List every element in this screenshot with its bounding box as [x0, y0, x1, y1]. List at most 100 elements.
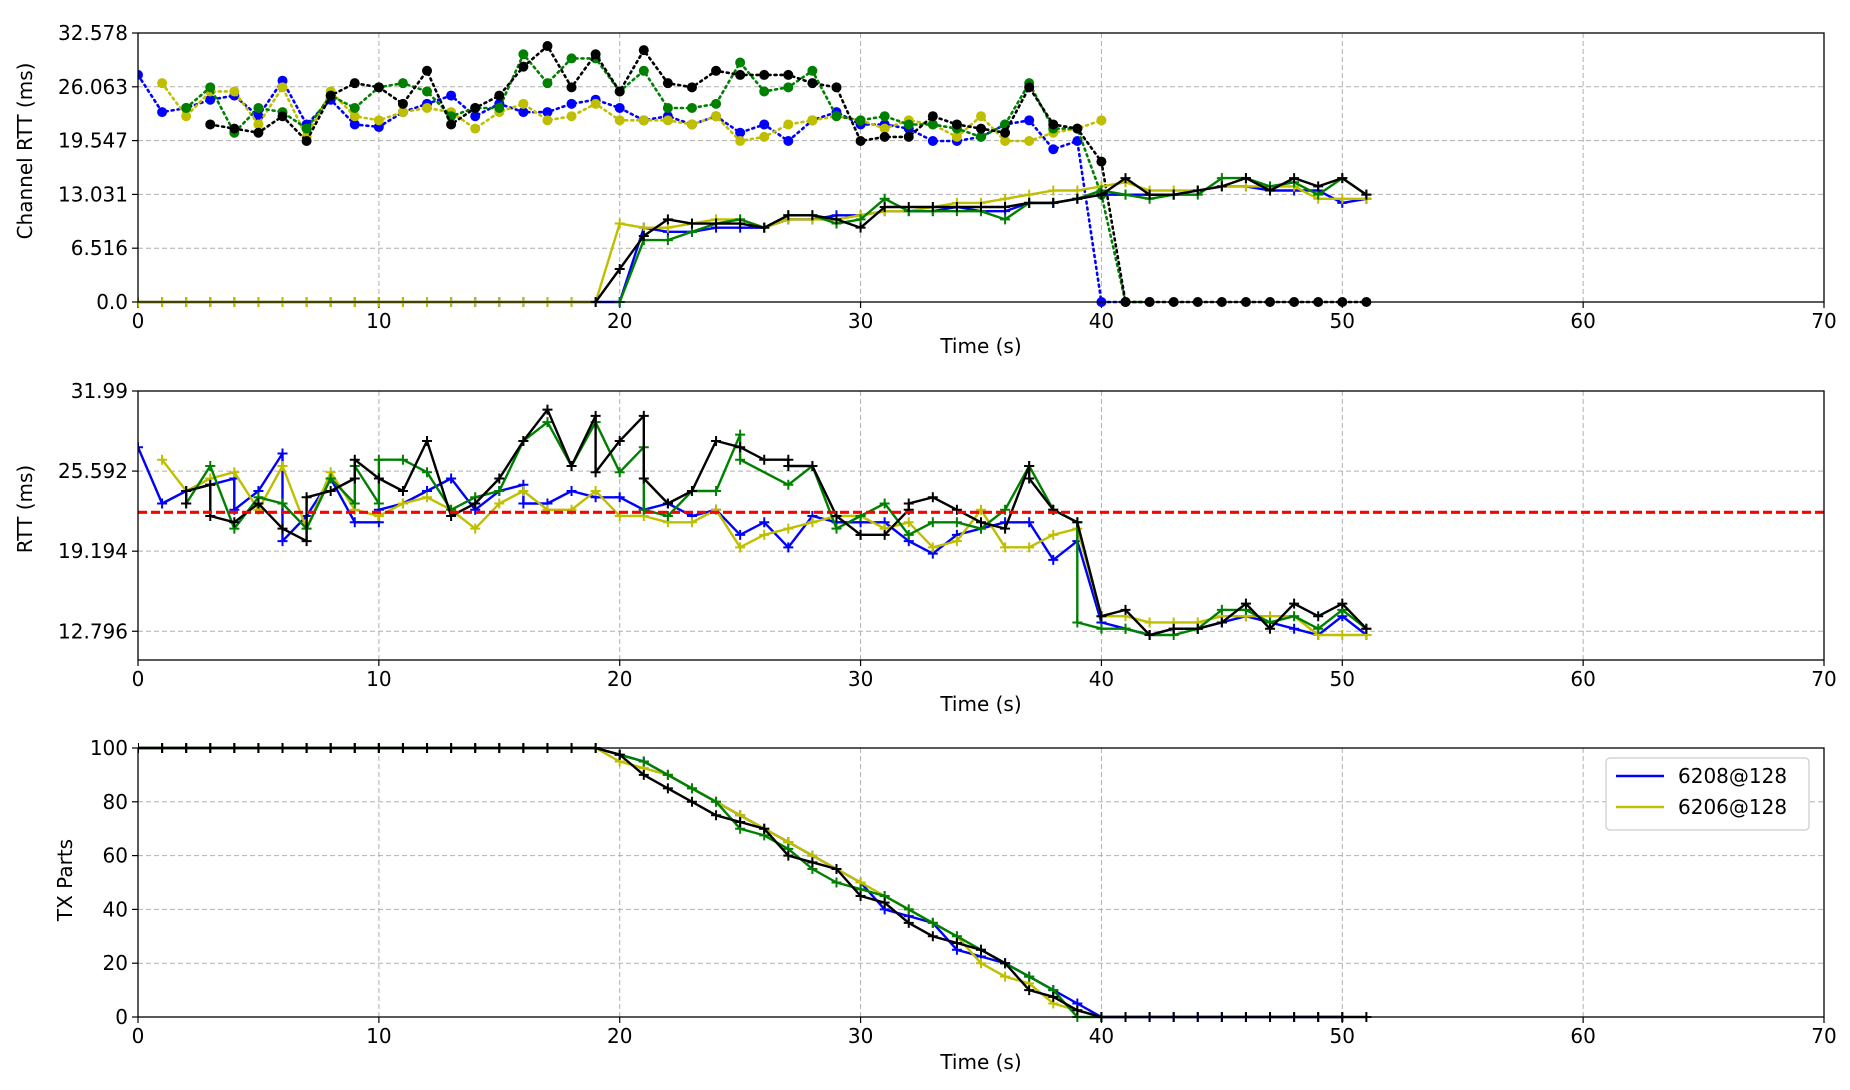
tx-parts-panel: TX Parts Time (s) 0 10 20 30 40 50 60 70 0 20 40 60…	[53, 736, 1837, 1074]
tx-parts-series-black-solid-point	[951, 938, 962, 949]
channel-rtt-series-blue-dotted-point	[614, 102, 625, 113]
channel-rtt-series-black-dotted-point	[1096, 156, 1107, 167]
channel-rtt-series-black-solid-point	[711, 218, 722, 229]
rtt-x-tick-label: 0	[132, 667, 145, 691]
rtt-series-green-solid-point	[1313, 623, 1324, 634]
rtt-series-blue-solid-point	[566, 486, 577, 497]
channel-rtt-series-olive-dotted-point	[614, 115, 625, 126]
tx-parts-series-green-solid-point	[927, 917, 938, 928]
channel-rtt-x-tick-label: 60	[1570, 309, 1595, 333]
channel-rtt-series-black-solid-point	[1361, 189, 1372, 200]
rtt-series-black-solid-point	[783, 460, 794, 471]
tx-parts-series-black-solid-point	[1048, 991, 1059, 1002]
channel-rtt-series-olive-dotted-point	[253, 119, 264, 130]
channel-rtt-series-black-solid-point	[614, 263, 625, 274]
rtt-series-black-solid-point	[518, 435, 529, 446]
tx-parts-series-black-solid-point	[735, 816, 746, 827]
rtt-series-green-solid-point	[373, 454, 384, 465]
channel-rtt-series-green-dotted-point	[735, 57, 746, 68]
rtt-series-blue-solid-point	[759, 517, 770, 528]
channel-rtt-series-black-dotted-point	[903, 131, 914, 142]
rtt-x-tick-label: 40	[1089, 667, 1114, 691]
channel-rtt-series-black-solid-point	[1048, 197, 1059, 208]
rtt-series-black-solid-point	[711, 435, 722, 446]
channel-rtt-series-olive-dotted-point	[542, 115, 553, 126]
channel-rtt-series-green-dotted-point	[349, 102, 360, 113]
rtt-series-olive-solid-point	[735, 542, 746, 553]
rtt-series-blue-solid-point	[138, 442, 143, 453]
rtt-series-olive-solid-point	[1000, 542, 1011, 553]
rtt-series-olive-solid-point	[1337, 629, 1348, 640]
rtt-series-black-solid-point	[1024, 460, 1035, 471]
rtt-series-olive-solid-point	[229, 467, 240, 478]
rtt-series-black-solid-point	[1289, 598, 1300, 609]
tx-parts-series-green-solid-point	[686, 783, 697, 794]
channel-rtt-series-black-solid-point	[927, 202, 938, 213]
channel-rtt-series-olive-dotted-point	[976, 111, 986, 122]
rtt-series-olive-solid-point	[903, 517, 914, 528]
rtt-series-blue-solid-point	[349, 517, 360, 528]
channel-rtt-series-olive-dotted-point	[470, 123, 481, 134]
rtt-series-olive-solid-point	[1144, 617, 1155, 628]
channel-rtt-series-black-dotted-point	[494, 90, 505, 101]
channel-rtt-series-black-solid-point	[759, 222, 770, 233]
channel-rtt-series-blue-dotted-point	[138, 69, 143, 80]
rtt-series-black-solid-point	[1240, 598, 1251, 609]
rtt-plot-area: 0 10 20 30 40 50 60 70 12.796 19.194 25.592 31.99	[58, 379, 1837, 691]
channel-rtt-series-black-dotted-point	[614, 86, 625, 97]
rtt-series-olive-solid-point	[686, 517, 697, 528]
tx-parts-series-black-solid-point	[807, 857, 818, 868]
channel-rtt-series-black-dotted-point	[422, 65, 433, 76]
rtt-series-black-solid-point	[1120, 604, 1131, 615]
rtt-series-green-solid-point	[373, 498, 384, 509]
rtt-series-black-solid-point	[566, 460, 577, 471]
channel-rtt-series-black-dotted-point	[831, 82, 842, 93]
rtt-series-black-solid-point	[422, 435, 433, 446]
rtt-series-black-solid-point	[638, 473, 649, 484]
channel-rtt-y-tick-label: 26.063	[58, 75, 128, 99]
tx-parts-x-tick-label: 70	[1811, 1024, 1836, 1048]
rtt-series-olive-solid-point	[759, 529, 770, 540]
rtt-series-green-solid-point	[1096, 623, 1107, 634]
tx-parts-series-green-solid-point	[638, 756, 649, 767]
channel-rtt-series-blue-dotted-point	[927, 135, 938, 146]
channel-rtt-x-tick-label: 30	[848, 309, 873, 333]
tx-parts-y-tick-label: 20	[103, 951, 128, 975]
rtt-series-black-solid-point	[976, 517, 986, 528]
tx-parts-plot-area: 0 10 20 30 40 50 60 70 0 20 40 60 80 100	[90, 736, 1837, 1048]
channel-rtt-series-olive-dotted-point	[422, 102, 433, 113]
rtt-series-green-solid-point	[1072, 617, 1083, 628]
channel-rtt-series-black-solid-point	[638, 230, 649, 241]
rtt-series-black-solid-point	[229, 517, 240, 528]
channel-rtt-series-black-solid-point	[1216, 181, 1227, 192]
channel-rtt-series-green-dotted-point	[638, 65, 649, 76]
channel-rtt-series-black-dotted-point	[373, 82, 384, 93]
rtt-series-black-solid-point	[735, 442, 746, 453]
channel-rtt-series-olive-dotted-point	[518, 98, 529, 109]
rtt-panel: 0 10 20 30 40 50 60 70 12.796 19.194 25.592 31.99 R…	[13, 379, 1837, 716]
tx-parts-x-tick-label: 40	[1089, 1024, 1114, 1048]
channel-rtt-series-olive-dotted-point	[373, 115, 384, 126]
rtt-series-black-solid-point	[349, 473, 360, 484]
channel-rtt-series-olive-dotted-point	[759, 131, 770, 142]
rtt-series-group	[138, 404, 1824, 640]
rtt-series-blue-solid-point	[1048, 554, 1059, 565]
channel-rtt-series-blue-dotted-point	[735, 127, 746, 138]
channel-rtt-series-green-dotted-point	[253, 102, 264, 113]
tx-parts-series-black-solid-point	[831, 864, 842, 875]
channel-rtt-plot-area: 0 10 20 30 40 50 60 70 0.0 6.516 13.031 19.547 26.06…	[58, 21, 1837, 333]
channel-rtt-series-olive-dotted-point	[590, 98, 601, 109]
channel-rtt-series-olive-dotted-point	[397, 107, 408, 118]
tx-parts-series-green-solid-point	[711, 796, 722, 807]
channel-rtt-series-black-dotted-point	[807, 78, 818, 89]
tx-parts-x-tick-label: 50	[1330, 1024, 1355, 1048]
rtt-series-blue-solid-point	[277, 448, 288, 459]
tx-parts-series-black-solid-point	[1024, 985, 1035, 996]
channel-rtt-series-black-solid-point	[1240, 173, 1251, 184]
rtt-series-black-solid-point	[349, 454, 360, 465]
channel-rtt-series-green-dotted-point	[807, 65, 818, 76]
rtt-series-black-solid-point	[759, 454, 770, 465]
tx-parts-series-black-solid-point	[1072, 1005, 1083, 1016]
rtt-series-green-solid-point	[1120, 623, 1131, 634]
channel-rtt-series-black-dotted-point	[711, 65, 722, 76]
